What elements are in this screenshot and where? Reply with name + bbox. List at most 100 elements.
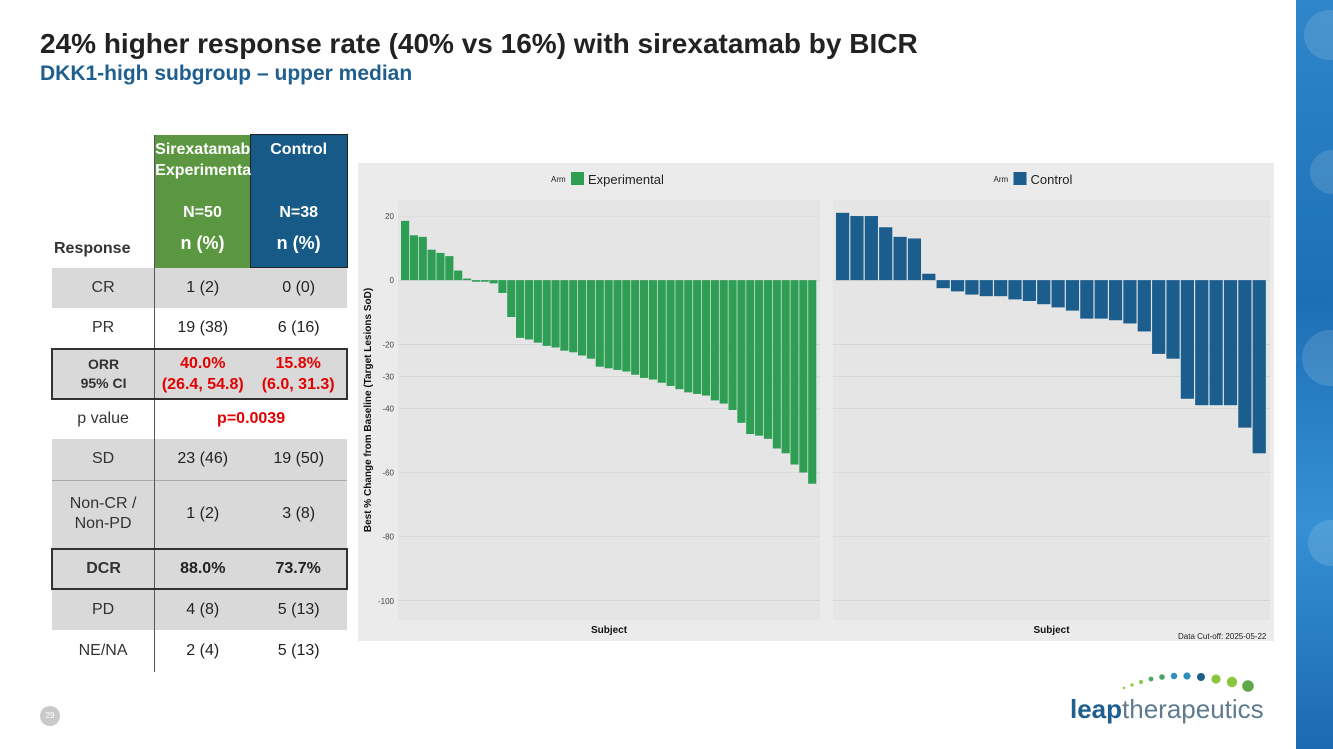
bar-experimental-39 xyxy=(737,280,746,423)
bar-experimental-10 xyxy=(480,280,489,282)
row-exp-value: 1 (2) xyxy=(154,267,251,308)
row-ctl-value: 5 (13) xyxy=(250,588,347,630)
bar-experimental-13 xyxy=(507,280,516,318)
row-exp-value: 4 (8) xyxy=(154,588,251,630)
row-ctl-value: 6 (16) xyxy=(250,307,347,349)
header-response: Response xyxy=(52,134,156,268)
bar-experimental-11 xyxy=(489,280,498,284)
decor-bubble xyxy=(1302,330,1333,386)
bar-experimental-33 xyxy=(684,280,693,393)
bar-control-8 xyxy=(936,280,950,289)
ci-label: 95% CI xyxy=(80,374,127,391)
bar-experimental-47 xyxy=(808,280,817,484)
table-row-pvalue: p value p=0.0039 xyxy=(52,398,347,439)
page-number: 29 xyxy=(40,706,60,726)
row-ctl-value: 0 (0) xyxy=(250,267,347,308)
table-row-pd: PD 4 (8) 5 (13) xyxy=(52,588,347,630)
bar-experimental-15 xyxy=(524,280,534,340)
header-control: Control N=38 n (%) xyxy=(249,134,348,268)
bar-experimental-38 xyxy=(728,280,737,410)
row-ctl-value: 3 (8) xyxy=(250,480,347,549)
bar-experimental-8 xyxy=(462,278,472,281)
bar-experimental-7 xyxy=(454,270,463,281)
y-tick-label: 0 xyxy=(390,276,395,285)
p-value: p=0.0039 xyxy=(154,398,347,439)
decorative-side-strip xyxy=(1296,0,1333,749)
exp-orr-ci: (26.4, 54.8) xyxy=(161,375,244,393)
slide-title: 24% higher response rate (40% vs 16%) wi… xyxy=(40,28,918,59)
bar-experimental-4 xyxy=(427,249,436,281)
bar-control-16 xyxy=(1051,280,1065,308)
bar-experimental-25 xyxy=(613,280,622,370)
waterfall-chart: Best % Change from Baseline (Target Lesi… xyxy=(358,163,1274,646)
bar-control-11 xyxy=(979,280,993,297)
y-tick-label: -20 xyxy=(382,340,394,349)
exp-orr-value: 40.0% xyxy=(180,354,226,372)
y-axis-label: Best % Change from Baseline (Target Lesi… xyxy=(363,288,374,532)
bar-experimental-9 xyxy=(471,280,480,282)
row-ctl-value: 5 (13) xyxy=(250,629,347,672)
header-exp-name: Sirexatamab Experimental xyxy=(155,140,256,179)
bar-control-10 xyxy=(965,280,979,295)
table-row-cr: CR 1 (2) 0 (0) xyxy=(52,267,347,308)
header-exp-n: N=50 xyxy=(183,203,222,221)
bar-experimental-17 xyxy=(542,280,551,346)
row-exp-value: 1 (2) xyxy=(154,480,251,549)
bar-control-19 xyxy=(1094,280,1108,319)
row-label: Non-CR / Non-PD xyxy=(52,480,156,549)
bar-control-4 xyxy=(879,227,893,281)
y-tick-label: -100 xyxy=(378,597,395,606)
bar-experimental-23 xyxy=(595,280,604,367)
row-ctl-value: 19 (50) xyxy=(250,438,347,481)
bar-control-13 xyxy=(1008,280,1022,300)
legend-title: Arm xyxy=(994,175,1009,184)
bar-experimental-27 xyxy=(631,280,640,375)
bar-control-17 xyxy=(1065,280,1080,311)
table-row-sd: SD 23 (46) 19 (50) xyxy=(52,438,347,481)
bar-control-20 xyxy=(1108,280,1123,321)
bar-experimental-44 xyxy=(781,280,790,454)
row-ctl-value: 73.7% xyxy=(250,547,348,590)
bar-experimental-14 xyxy=(516,280,525,338)
bar-control-21 xyxy=(1123,280,1137,324)
bar-experimental-35 xyxy=(701,280,711,396)
bar-experimental-2 xyxy=(409,235,418,281)
bar-control-6 xyxy=(907,238,922,281)
decor-bubble xyxy=(1304,10,1333,60)
bar-experimental-28 xyxy=(639,280,649,378)
legend-label-control: Control xyxy=(1031,172,1073,187)
bar-experimental-26 xyxy=(622,280,631,372)
bar-control-23 xyxy=(1152,280,1166,354)
row-label: DCR xyxy=(51,547,156,590)
bar-experimental-37 xyxy=(719,280,728,404)
legend-swatch-control xyxy=(1013,172,1027,185)
bar-experimental-24 xyxy=(604,280,613,369)
bar-experimental-30 xyxy=(657,280,666,383)
y-tick-label: -60 xyxy=(382,469,394,478)
bar-experimental-41 xyxy=(755,280,764,436)
table-row-orr: ORR 95% CI 40.0% (26.4, 54.8) 15.8% (6.0… xyxy=(51,347,348,400)
bar-control-27 xyxy=(1209,280,1223,406)
ctl-orr-value: 15.8% xyxy=(275,354,321,372)
header-experimental: Sirexatamab Experimental N=50 n (%) xyxy=(154,134,256,268)
bar-control-2 xyxy=(850,216,864,281)
bar-experimental-16 xyxy=(533,280,542,343)
legend-swatch-experimental xyxy=(571,172,584,185)
logo-text-light: therapeutics xyxy=(1122,694,1264,724)
row-exp-value: 23 (46) xyxy=(154,438,251,481)
row-label: SD xyxy=(52,438,156,481)
y-tick-label: -40 xyxy=(382,404,394,413)
ctl-orr-ci: (6.0, 31.3) xyxy=(261,375,335,393)
y-tick-label: 20 xyxy=(385,212,394,221)
legend-title: Arm xyxy=(551,175,566,184)
row-label-orr: ORR 95% CI xyxy=(51,347,156,400)
header-exp-unit: n (%) xyxy=(180,232,225,253)
bar-control-15 xyxy=(1037,280,1051,305)
bar-experimental-1 xyxy=(401,220,410,281)
response-table: Response Sirexatamab Experimental N=50 n… xyxy=(51,134,348,672)
orr-label: ORR xyxy=(88,355,120,372)
bar-experimental-42 xyxy=(763,280,773,439)
logo-text-bold: leap xyxy=(1070,694,1123,724)
bar-control-14 xyxy=(1022,280,1036,301)
bar-control-9 xyxy=(950,280,965,292)
